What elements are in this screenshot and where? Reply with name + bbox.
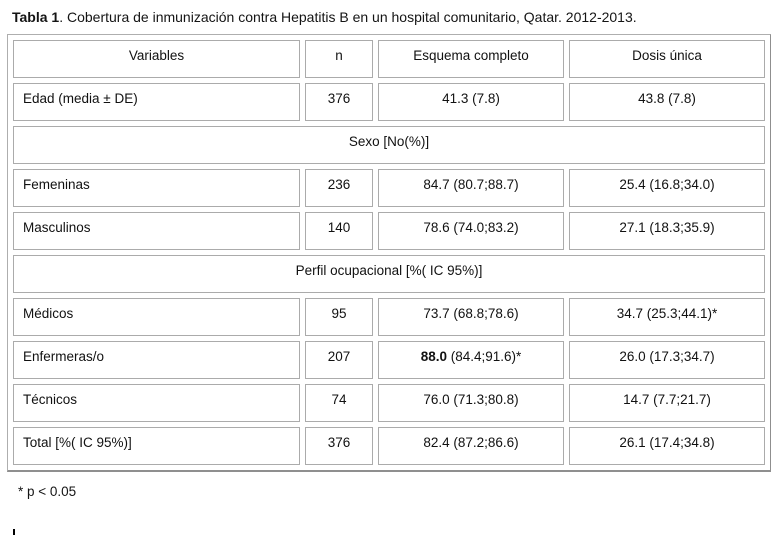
significance-footnote: * p < 0.05 bbox=[18, 484, 77, 499]
table-row: Técnicos 74 76.0 (71.3;80.8) 14.7 (7.7;21.7… bbox=[13, 384, 765, 422]
section-label: Perfil ocupacional [%( IC 95%)] bbox=[13, 255, 765, 293]
value-cell: 236 bbox=[305, 169, 373, 207]
value-cell: 26.0 (17.3;34.7) bbox=[569, 341, 765, 379]
variable-cell: Masculinos bbox=[13, 212, 300, 250]
variable-cell: Total [%( IC 95%)] bbox=[13, 427, 300, 465]
value-cell: 88.0 (84.4;91.6)* bbox=[378, 341, 564, 379]
value-cell: 34.7 (25.3;44.1)* bbox=[569, 298, 765, 336]
value-cell: 376 bbox=[305, 83, 373, 121]
section-row: Sexo [No(%)] bbox=[13, 126, 765, 164]
page: Tabla 1. Cobertura de inmunización contr… bbox=[0, 8, 776, 535]
value-cell: 25.4 (16.8;34.0) bbox=[569, 169, 765, 207]
value-cell: 74 bbox=[305, 384, 373, 422]
value-cell: 41.3 (7.8) bbox=[378, 83, 564, 121]
table-title-text: . Cobertura de inmunización contra Hepat… bbox=[59, 9, 637, 25]
variable-cell: Enfermeras/o bbox=[13, 341, 300, 379]
column-header: Esquema completo bbox=[378, 40, 564, 78]
value-cell: 14.7 (7.7;21.7) bbox=[569, 384, 765, 422]
value-cell: 95 bbox=[305, 298, 373, 336]
immunization-coverage-table: Variables n Esquema completo Dosis única Ed… bbox=[7, 34, 771, 472]
value-cell: 207 bbox=[305, 341, 373, 379]
value-cell: 78.6 (74.0;83.2) bbox=[378, 212, 564, 250]
variable-cell: Médicos bbox=[13, 298, 300, 336]
column-header: Variables bbox=[13, 40, 300, 78]
highlighted-value: 88.0 bbox=[420, 349, 447, 364]
variable-cell: Edad (media ± DE) bbox=[13, 83, 300, 121]
value-cell: 27.1 (18.3;35.9) bbox=[569, 212, 765, 250]
table-row: Femeninas 236 84.7 (80.7;88.7) 25.4 (16.8;3… bbox=[13, 169, 765, 207]
column-header: Dosis única bbox=[569, 40, 765, 78]
text-cursor-artifact bbox=[13, 529, 15, 535]
table-title-number: Tabla 1 bbox=[12, 9, 60, 25]
value-cell: 82.4 (87.2;86.6) bbox=[378, 427, 564, 465]
table-row: Masculinos 140 78.6 (74.0;83.2) 27.1 (18.3;… bbox=[13, 212, 765, 250]
value-cell: 76.0 (71.3;80.8) bbox=[378, 384, 564, 422]
table-row: Médicos 95 73.7 (68.8;78.6) 34.7 (25.3;44.1… bbox=[13, 298, 765, 336]
variable-cell: Femeninas bbox=[13, 169, 300, 207]
section-label: Sexo [No(%)] bbox=[13, 126, 765, 164]
value-cell: 43.8 (7.8) bbox=[569, 83, 765, 121]
value-cell: 26.1 (17.4;34.8) bbox=[569, 427, 765, 465]
column-header: n bbox=[305, 40, 373, 78]
value-cell: 73.7 (68.8;78.6) bbox=[378, 298, 564, 336]
table-header-row: Variables n Esquema completo Dosis única bbox=[13, 40, 765, 78]
table-row: Total [%( IC 95%)] 376 82.4 (87.2;86.6) 26.… bbox=[13, 427, 765, 465]
table-title: Tabla 1. Cobertura de inmunización contr… bbox=[12, 8, 767, 27]
section-row: Perfil ocupacional [%( IC 95%)] bbox=[13, 255, 765, 293]
table-head: Variables n Esquema completo Dosis única bbox=[13, 40, 765, 78]
table-row: Edad (media ± DE) 376 41.3 (7.8) 43.8 (7.8) bbox=[13, 83, 765, 121]
variable-cell: Técnicos bbox=[13, 384, 300, 422]
table-body: Edad (media ± DE) 376 41.3 (7.8) 43.8 (7.8)… bbox=[13, 83, 765, 465]
value-cell: 376 bbox=[305, 427, 373, 465]
value-cell: 84.7 (80.7;88.7) bbox=[378, 169, 564, 207]
value-cell: 140 bbox=[305, 212, 373, 250]
table-row: Enfermeras/o 207 88.0 (84.4;91.6)* 26.0 (17… bbox=[13, 341, 765, 379]
